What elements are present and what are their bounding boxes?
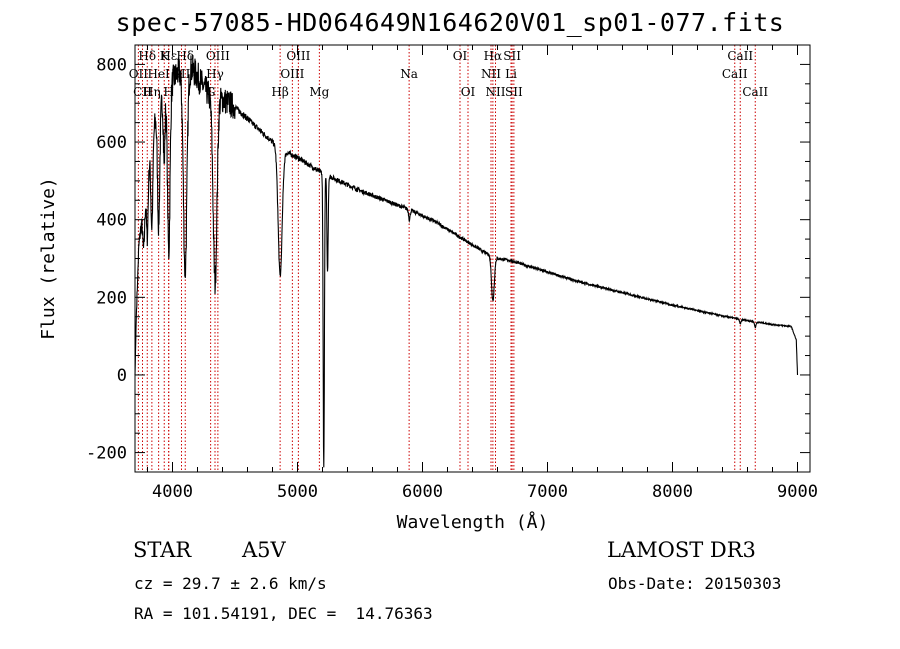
redshift-value: cz = 29.7 ± 2.6 km/s — [134, 574, 327, 593]
line-label: NII — [486, 85, 506, 99]
line-label: CaII — [722, 67, 748, 81]
line-label: OI — [461, 85, 476, 99]
coordinates: RA = 101.54191, DEC = 14.76363 — [134, 604, 433, 623]
spectrum-line — [134, 55, 799, 468]
line-label: Hδ — [138, 49, 156, 63]
line-label: Hγ — [206, 67, 224, 81]
y-tick-label: 400 — [96, 211, 127, 231]
plot-frame — [134, 44, 811, 473]
line-label: CII — [133, 85, 152, 99]
line-label: Hη — [143, 85, 161, 99]
line-label: CaII — [742, 85, 768, 99]
line-label: Hα — [484, 49, 503, 63]
line-label: OIII — [286, 49, 310, 63]
x-tick-label: 4000 — [152, 482, 193, 502]
y-tick-label: 600 — [96, 133, 127, 153]
y-tick-label: 200 — [96, 288, 127, 308]
line-label: G — [206, 85, 216, 99]
y-tick-label: 0 — [117, 366, 127, 386]
line-label: Hδ — [176, 49, 194, 63]
line-label: K — [160, 49, 170, 63]
obs-date: Obs-Date: 20150303 — [608, 574, 782, 593]
line-label: SII — [505, 85, 523, 99]
line-label: Hβ — [271, 85, 288, 99]
line-label: NII — [481, 67, 501, 81]
y-tick-label: -200 — [86, 444, 127, 464]
line-label: H — [163, 85, 173, 99]
y-axis-title: Flux (relative) — [38, 177, 59, 340]
x-tick-label: 7000 — [527, 482, 568, 502]
line-label: OIII — [280, 67, 304, 81]
line-label: Mg — [309, 85, 329, 99]
line-label: CaII — [727, 49, 753, 63]
line-label: OI — [453, 49, 468, 63]
line-label: OIII — [206, 49, 230, 63]
line-label: Hε — [160, 49, 177, 63]
x-tick-label: 5000 — [277, 482, 318, 502]
y-tick-label: 800 — [96, 55, 127, 75]
line-label: Li — [505, 67, 517, 81]
chart-title: spec-57085-HD064649N164620V01_sp01-077.f… — [115, 8, 785, 37]
x-tick-label: 8000 — [652, 482, 693, 502]
object-subclass: A5V — [242, 538, 286, 562]
object-class: STAR — [133, 538, 192, 562]
line-label: OII — [129, 67, 149, 81]
line-label: SII — [503, 49, 521, 63]
x-tick-label: 9000 — [777, 482, 818, 502]
x-tick-label: 6000 — [402, 482, 443, 502]
line-label: Na — [400, 67, 418, 81]
x-axis-title: Wavelength (Å) — [397, 511, 549, 533]
survey-label: LAMOST DR3 — [607, 538, 756, 562]
line-label: HeI — [147, 67, 170, 81]
